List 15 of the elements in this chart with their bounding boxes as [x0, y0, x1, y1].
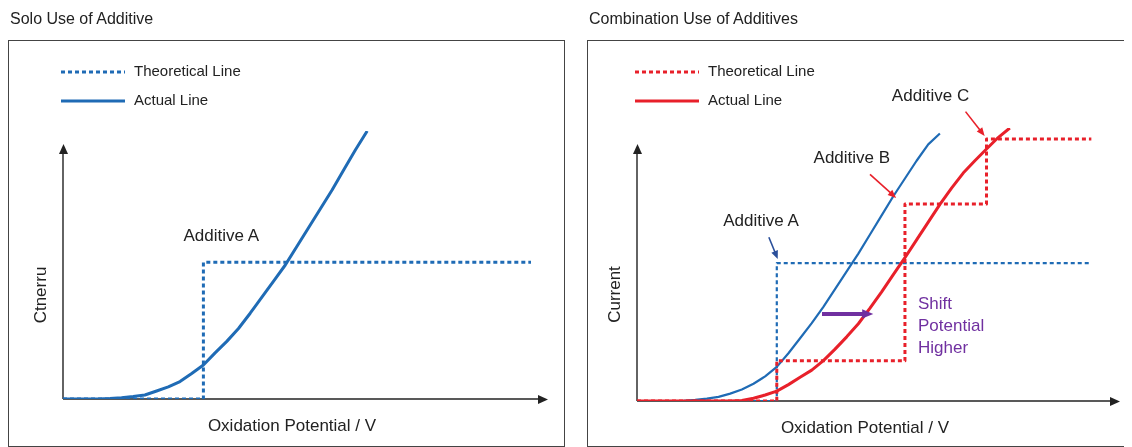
text: Additive C — [891, 85, 970, 105]
annotation: Shift Potential Higher — [918, 293, 985, 357]
chart-title: Solo Use of Additive — [9, 9, 155, 29]
legend-label: Theoretical Line — [134, 62, 241, 80]
y-axis-title: Current — [604, 265, 624, 323]
annotation: Additive A — [723, 210, 800, 230]
chart-title: Combination Use of Additives — [588, 9, 799, 29]
legend-label: Theoretical Line — [708, 62, 815, 80]
legend-label: Actual Line — [134, 91, 209, 109]
legend-label: Actual Line — [708, 91, 783, 109]
x-axis-title: Oxidation Potential / V — [207, 415, 377, 435]
annotation: Additive A — [183, 225, 260, 245]
y-axis-title: Ctnerru — [30, 266, 50, 324]
annotation: Additive B — [813, 147, 891, 167]
x-axis-title: Oxidation Potential / V — [780, 417, 950, 437]
